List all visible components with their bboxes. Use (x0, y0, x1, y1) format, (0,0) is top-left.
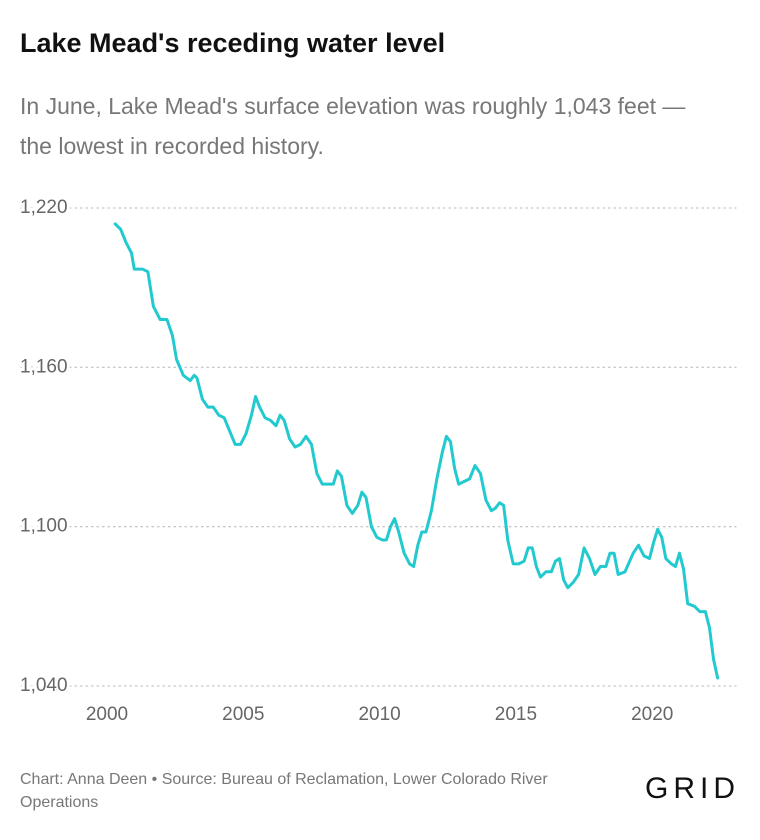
x-tick-label: 2010 (358, 704, 400, 725)
logo: GRID (645, 772, 740, 805)
x-tick-label: 2005 (222, 704, 264, 725)
y-tick-label: 1,220 (20, 197, 68, 218)
x-tick-label: 2015 (495, 704, 537, 725)
chart: 1,040 1,100 1,160 1,220 2000 2005 2010 2015 2020 (19, 197, 737, 726)
y-tick-label: 1,040 (20, 675, 68, 696)
chart-title: Lake Mead's receding water level (20, 28, 446, 58)
x-tick-label: 2000 (86, 704, 128, 725)
data-line (113, 222, 720, 680)
y-tick-label: 1,100 (20, 516, 68, 537)
chart-subtitle: In June, Lake Mead's surface elevation w… (20, 93, 686, 159)
x-tick-label: 2020 (631, 704, 673, 725)
y-tick-label: 1,160 (20, 356, 68, 377)
source-note: Chart: Anna Deen • Source: Bureau of Rec… (20, 771, 548, 811)
